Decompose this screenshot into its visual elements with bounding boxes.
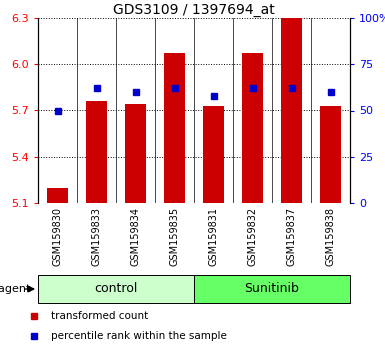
Bar: [47, 188, 68, 203]
Title: GDS3109 / 1397694_at: GDS3109 / 1397694_at: [113, 3, 275, 17]
Bar: [125, 104, 146, 203]
Bar: [320, 106, 341, 203]
Text: GSM159831: GSM159831: [209, 207, 219, 266]
Text: GSM159830: GSM159830: [52, 207, 62, 266]
Text: agent: agent: [0, 284, 34, 294]
Text: percentile rank within the sample: percentile rank within the sample: [50, 331, 226, 341]
Text: GSM159833: GSM159833: [92, 207, 102, 266]
Text: GSM159838: GSM159838: [325, 207, 335, 266]
Bar: [38, 275, 194, 303]
Text: GSM159834: GSM159834: [131, 207, 141, 266]
Text: GSM159835: GSM159835: [169, 207, 179, 266]
Bar: [164, 53, 185, 203]
Text: GSM159832: GSM159832: [248, 207, 258, 266]
Text: Sunitinib: Sunitinib: [244, 282, 300, 296]
Text: transformed count: transformed count: [50, 311, 148, 321]
Text: GSM159837: GSM159837: [286, 207, 296, 266]
Bar: [242, 53, 263, 203]
Bar: [86, 101, 107, 203]
Bar: [281, 18, 302, 203]
Bar: [203, 106, 224, 203]
Text: control: control: [94, 282, 138, 296]
Bar: [194, 275, 350, 303]
